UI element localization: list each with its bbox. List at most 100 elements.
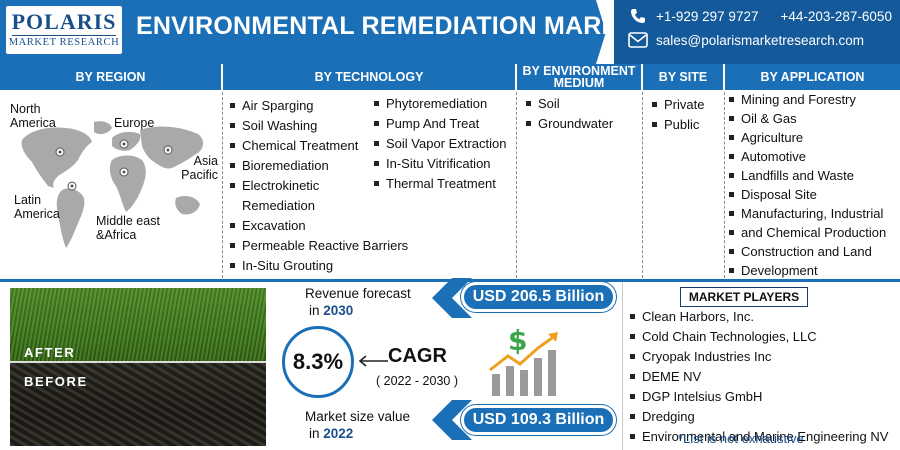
- list-item: Public: [650, 115, 722, 135]
- market-size-value-badge: USD 109.3 Billion: [461, 405, 616, 435]
- cagr-years: ( 2022 - 2030 ): [376, 374, 458, 388]
- section-header-site: BY SITE: [643, 64, 723, 90]
- list-item: and Chemical Production: [727, 223, 900, 242]
- logo[interactable]: POLARIS MARKET RESEARCH: [6, 6, 122, 54]
- logo-subtitle: MARKET RESEARCH: [8, 37, 120, 48]
- list-item: Disposal Site: [727, 185, 900, 204]
- market-size-text: Market size value: [305, 409, 411, 424]
- chevron-left-icon: [432, 278, 472, 318]
- list-item: Chemical Treatment: [228, 136, 370, 156]
- list-item: Oil & Gas: [727, 109, 900, 128]
- revenue-in-text: in: [309, 303, 320, 318]
- list-item: Construction and Land: [727, 242, 900, 261]
- technology-list-left: Air Sparging Soil Washing Chemical Treat…: [228, 96, 408, 282]
- cagr-arrow-line: [358, 355, 388, 367]
- market-size-year: 2022: [323, 426, 354, 441]
- before-after-photo: AFTER BEFORE: [10, 288, 266, 446]
- soil-texture: [10, 363, 266, 446]
- section-header-application: BY APPLICATION: [725, 64, 900, 90]
- list-item: Soil Vapor Extraction: [372, 134, 516, 154]
- list-item: Agriculture: [727, 128, 900, 147]
- page-title: ENVIRONMENTAL REMEDIATION MARKET: [136, 12, 653, 40]
- column-divider: [516, 92, 517, 278]
- region-label-asia-pacific: Asia Pacific: [181, 154, 218, 182]
- list-item: DEME NV: [628, 367, 898, 387]
- revenue-year: 2030: [323, 303, 354, 318]
- market-size-in-text: in: [309, 426, 320, 441]
- list-item: Bioremediation: [228, 156, 370, 176]
- list-item: Cryopak Industries Inc: [628, 347, 898, 367]
- revenue-value-badge: USD 206.5 Billion: [461, 282, 616, 312]
- list-item: Permeable Reactive Barriers: [228, 236, 428, 256]
- chevron-left-icon: [432, 400, 472, 440]
- list-item: Clean Harbors, Inc.: [628, 307, 898, 327]
- list-item: Electrokinetic Remediation: [228, 176, 338, 216]
- column-divider: [642, 92, 643, 278]
- list-item: Environmental and Marine Engineering NV: [628, 427, 898, 447]
- list-item: Phytoremediation: [372, 94, 516, 114]
- list-item: Automotive: [727, 147, 900, 166]
- before-label: BEFORE: [24, 374, 88, 389]
- phone-number-uk[interactable]: +44-203-287-6050: [780, 8, 892, 24]
- location-pin-icon: [55, 139, 173, 191]
- column-divider: [222, 92, 223, 278]
- world-map: North America Europe Asia Pacific Latin …: [8, 98, 218, 273]
- list-item: Excavation: [228, 216, 370, 236]
- list-item: Soil Washing: [228, 116, 370, 136]
- section-header-medium: BY ENVIRONMENT MEDIUM: [517, 64, 641, 90]
- contact-email-row: sales@polarismarketresearch.com: [628, 30, 864, 50]
- revenue-forecast-text: Revenue forecast: [305, 286, 411, 301]
- region-label-north-america: North America: [10, 102, 56, 130]
- technology-list-right: Phytoremediation Pump And Treat Soil Vap…: [372, 94, 516, 280]
- list-item: Landfills and Waste: [727, 166, 900, 185]
- phone-icon: [628, 6, 648, 26]
- after-label: AFTER: [24, 345, 76, 360]
- medium-list: Soil Groundwater: [524, 94, 640, 280]
- logo-name: POLARIS: [11, 9, 117, 34]
- revenue-forecast-label: Revenue forecast in 2030: [305, 285, 411, 319]
- list-note: *List is not exhaustive: [678, 431, 804, 446]
- market-players-panel: [622, 282, 900, 450]
- header-bar: POLARIS MARKET RESEARCH ENVIRONMENTAL RE…: [0, 0, 900, 64]
- soil-area: [10, 363, 266, 446]
- application-list: Mining and Forestry Oil & Gas Agricultur…: [727, 90, 900, 278]
- list-item: Groundwater: [524, 114, 640, 134]
- region-label-latin-america: Latin America: [14, 193, 60, 221]
- market-size-label: Market size value in 2022: [305, 408, 410, 442]
- contact-phones: +1-929 297 9727 +44-203-287-6050: [628, 6, 892, 26]
- list-item: In-Situ Grouting: [228, 256, 370, 276]
- list-item: Air Sparging: [228, 96, 370, 116]
- logo-divider: [12, 35, 116, 36]
- list-item: Dredging: [628, 407, 898, 427]
- phone-number-us[interactable]: +1-929 297 9727: [656, 8, 759, 24]
- contact-panel: +1-929 297 9727 +44-203-287-6050 sales@p…: [614, 0, 900, 64]
- list-item: Cold Chain Technologies, LLC: [628, 327, 898, 347]
- list-item: DGP Intelsius GmbH: [628, 387, 898, 407]
- section-header-technology: BY TECHNOLOGY: [223, 64, 515, 90]
- dollar-growth-icon: $: [489, 324, 558, 396]
- cagr-value-circle: 8.3%: [282, 326, 354, 398]
- mail-icon: [628, 30, 648, 50]
- site-list: Private Public: [650, 95, 722, 281]
- photo-divider: [10, 361, 266, 363]
- list-item: Development: [727, 261, 900, 280]
- cagr-label: CAGR: [388, 345, 447, 367]
- email-address[interactable]: sales@polarismarketresearch.com: [656, 32, 865, 48]
- grass-texture: [10, 288, 266, 363]
- column-divider: [724, 92, 725, 278]
- svg-text:$: $: [508, 324, 527, 357]
- list-item: Mining and Forestry: [727, 90, 900, 109]
- grass-area: [10, 288, 266, 363]
- list-item: Manufacturing, Industrial: [727, 204, 900, 223]
- list-item: In-Situ Vitrification: [372, 154, 516, 174]
- list-item: Pump And Treat: [372, 114, 516, 134]
- list-item: Private: [650, 95, 722, 115]
- market-players-list: Clean Harbors, Inc. Cold Chain Technolog…: [628, 307, 898, 447]
- section-header-region: BY REGION: [0, 64, 221, 90]
- region-label-europe: Europe: [114, 116, 155, 130]
- market-players-title: MARKET PLAYERS: [680, 287, 808, 307]
- region-label-middle-east-africa: Middle east &Africa: [96, 214, 160, 242]
- world-map-graphic: [21, 121, 204, 248]
- list-item: Soil: [524, 94, 640, 114]
- list-item: Thermal Treatment: [372, 174, 516, 194]
